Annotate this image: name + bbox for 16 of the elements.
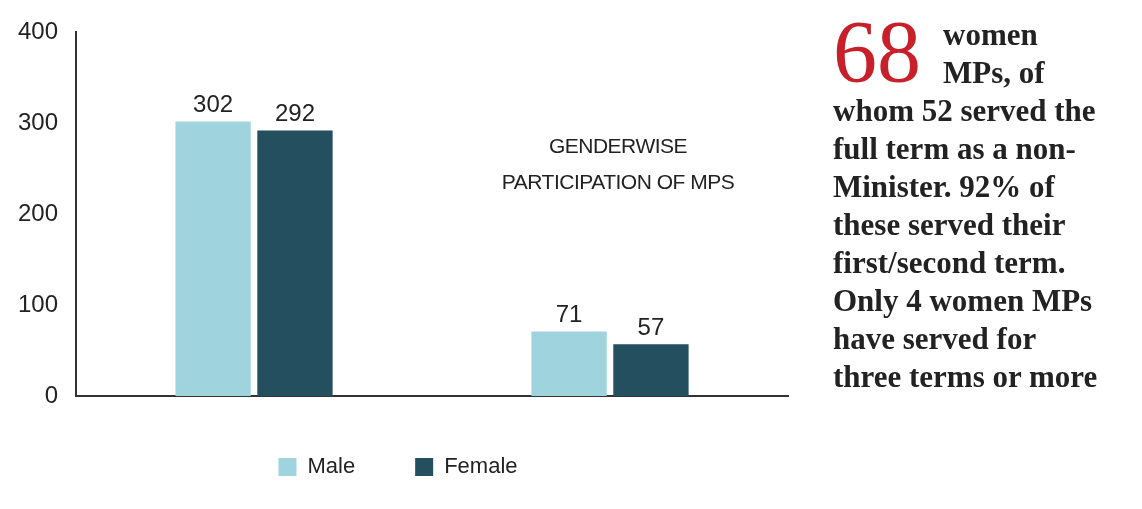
y-tick-label: 400	[18, 17, 59, 45]
y-tick-label: 0	[44, 380, 59, 408]
y-tick-label: 200	[18, 198, 59, 226]
legend-label: Male	[307, 453, 356, 479]
y-tick-label: 300	[18, 107, 59, 135]
bar	[531, 331, 607, 396]
data-label: 57	[637, 312, 665, 340]
data-label: 71	[555, 300, 583, 328]
text: GENDERWISE PARTICIPATION OF MPS	[500, 133, 736, 195]
y-tick-label: 100	[18, 289, 59, 317]
bar	[257, 130, 333, 396]
legend-label: Female	[444, 453, 518, 479]
data-label: 302	[193, 90, 234, 118]
bar	[175, 121, 251, 396]
data-label: 292	[274, 99, 315, 127]
bar	[613, 344, 689, 396]
